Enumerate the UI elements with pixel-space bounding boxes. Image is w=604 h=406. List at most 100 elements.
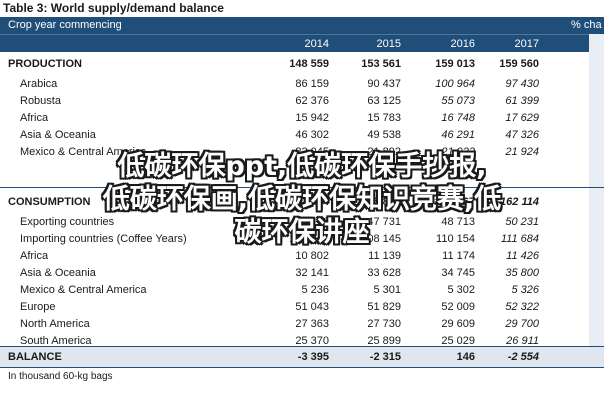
- cell: 27 730: [367, 318, 401, 330]
- row-label: Importing countries (Coffee Years): [20, 233, 187, 245]
- cell: 32 141: [295, 267, 329, 279]
- row-label: Mexico & Central America: [20, 146, 147, 158]
- percent-change-label: % cha: [571, 19, 602, 31]
- cell: 15 942: [295, 112, 329, 124]
- cell: 17 629: [505, 112, 539, 124]
- cell: 55 073: [441, 95, 475, 107]
- table-row: Africa 15 942 15 783 16 748 17 629: [0, 110, 604, 127]
- subheader-label: Crop year commencing: [8, 19, 122, 31]
- cell: 5 302: [447, 284, 475, 296]
- cell: 146: [456, 351, 475, 363]
- cell: 50 231: [505, 216, 539, 228]
- cell: 100 964: [435, 78, 475, 90]
- percent-change-column: [589, 34, 604, 368]
- cell: 97 430: [505, 78, 539, 90]
- cell: 46 291: [441, 129, 475, 141]
- cell: 104 844: [289, 233, 329, 245]
- cell: 111 684: [500, 233, 539, 245]
- year-2016: 2016: [450, 38, 475, 50]
- year-2014: 2014: [304, 38, 329, 50]
- cell: 2: [556, 194, 604, 211]
- row-label: Europe: [20, 301, 56, 313]
- row-label: Asia & Oceania: [20, 267, 96, 279]
- cell: 29 609: [441, 318, 475, 330]
- cell: 29 700: [505, 318, 539, 330]
- cell: 34 745: [441, 267, 475, 279]
- cell: 10 802: [295, 250, 329, 262]
- cell: 11 139: [368, 250, 401, 262]
- cell: 48 713: [441, 216, 475, 228]
- balance-label: BALANCE: [8, 351, 62, 363]
- table-row: Asia & Oceania 32 141 33 628 34 745 35 800: [0, 265, 604, 282]
- table-row: Robusta 62 376 63 125 55 073 61 399: [0, 93, 604, 110]
- year-header: 2014 2015 2016 2017 2016: [0, 34, 604, 52]
- row-label: Asia & Oceania: [20, 129, 96, 141]
- table-row: Mexico & Central America 22 045 21 892 21 9…: [0, 144, 604, 161]
- row-label: Africa: [20, 250, 49, 262]
- cell: 47 326: [505, 129, 539, 141]
- table-row: Asia & Oceania 46 302 49 538 46 291 47 326: [0, 127, 604, 144]
- cell: 5 236: [301, 284, 329, 296]
- cell: 21 892: [367, 146, 401, 158]
- cell: 90 437: [367, 78, 401, 90]
- cell: 27 363: [295, 318, 329, 330]
- cell: 46 302: [295, 129, 329, 141]
- table-row: Importing countries (Coffee Years) 104 84…: [0, 231, 604, 248]
- cell: 26 911: [506, 335, 539, 347]
- cell: 159 560: [499, 58, 539, 70]
- cell: -2 554: [507, 351, 539, 363]
- cell: 0: [556, 56, 604, 73]
- table-title: Table 3: World supply/demand balance: [0, 0, 604, 17]
- consumption-label: CONSUMPTION: [8, 196, 91, 208]
- cell: 51 043: [295, 301, 329, 313]
- cell: 25 899: [367, 335, 401, 347]
- cell: 155 876: [361, 196, 401, 208]
- cell: 86 159: [295, 78, 329, 90]
- row-label: Arabica: [20, 78, 58, 90]
- cell: -2 315: [369, 351, 401, 363]
- cell: 47 731: [367, 216, 401, 228]
- cell: 49 538: [367, 129, 401, 141]
- cell: 5 326: [511, 284, 539, 296]
- cell: 62 376: [295, 95, 329, 107]
- row-label: Mexico & Central America: [20, 284, 147, 296]
- cell: 52 009: [441, 301, 475, 313]
- cell: 25 370: [295, 335, 329, 347]
- subheader-bar: Crop year commencing % cha: [0, 17, 604, 34]
- cell: 5 301: [373, 284, 401, 296]
- section-divider: [0, 187, 604, 188]
- cell: 63 125: [367, 95, 401, 107]
- production-label: PRODUCTION: [8, 58, 82, 70]
- table-row: North America 27 363 27 730 29 609 29 700: [0, 316, 604, 333]
- cell: 33 628: [367, 267, 401, 279]
- consumption-total-row: CONSUMPTION 151 954 155 876 158 867 162 …: [0, 194, 604, 211]
- year-2015: 2015: [376, 38, 401, 50]
- cell: 22 045: [295, 146, 329, 158]
- cell: 16 748: [441, 112, 475, 124]
- production-total-row: PRODUCTION 148 559 153 561 159 013 159 5…: [0, 56, 604, 73]
- cell: 35 800: [505, 267, 539, 279]
- balance-row: BALANCE -3 395 -2 315 146 -2 554: [0, 346, 604, 368]
- cell: 21 922: [441, 146, 475, 158]
- cell: 25 029: [441, 335, 475, 347]
- cell: 15 783: [367, 112, 401, 124]
- cell: 47 110: [296, 216, 329, 228]
- cell: 110 154: [436, 233, 475, 245]
- table-row: Mexico & Central America 5 236 5 301 5 302 5…: [0, 282, 604, 299]
- cell: 151 954: [289, 196, 329, 208]
- cell: 61 399: [505, 95, 539, 107]
- cell: 11 174: [442, 250, 475, 262]
- cell: 51 829: [367, 301, 401, 313]
- cell: 158 867: [435, 196, 475, 208]
- cell: 21 924: [505, 146, 539, 158]
- table-row: South America 25 370 25 899 25 029 26 911: [0, 333, 604, 350]
- cell: 108 145: [361, 233, 401, 245]
- cell: 159 013: [435, 58, 475, 70]
- row-label: Exporting countries: [20, 216, 115, 228]
- cell: 153 561: [361, 58, 401, 70]
- table-row: Africa 10 802 11 139 11 174 11 426: [0, 248, 604, 265]
- cell: -3 395: [297, 351, 329, 363]
- table-row: Europe 51 043 51 829 52 009 52 322: [0, 299, 604, 316]
- table-row: Exporting countries 47 110 47 731 48 713 50 …: [0, 214, 604, 231]
- row-label: South America: [20, 335, 92, 347]
